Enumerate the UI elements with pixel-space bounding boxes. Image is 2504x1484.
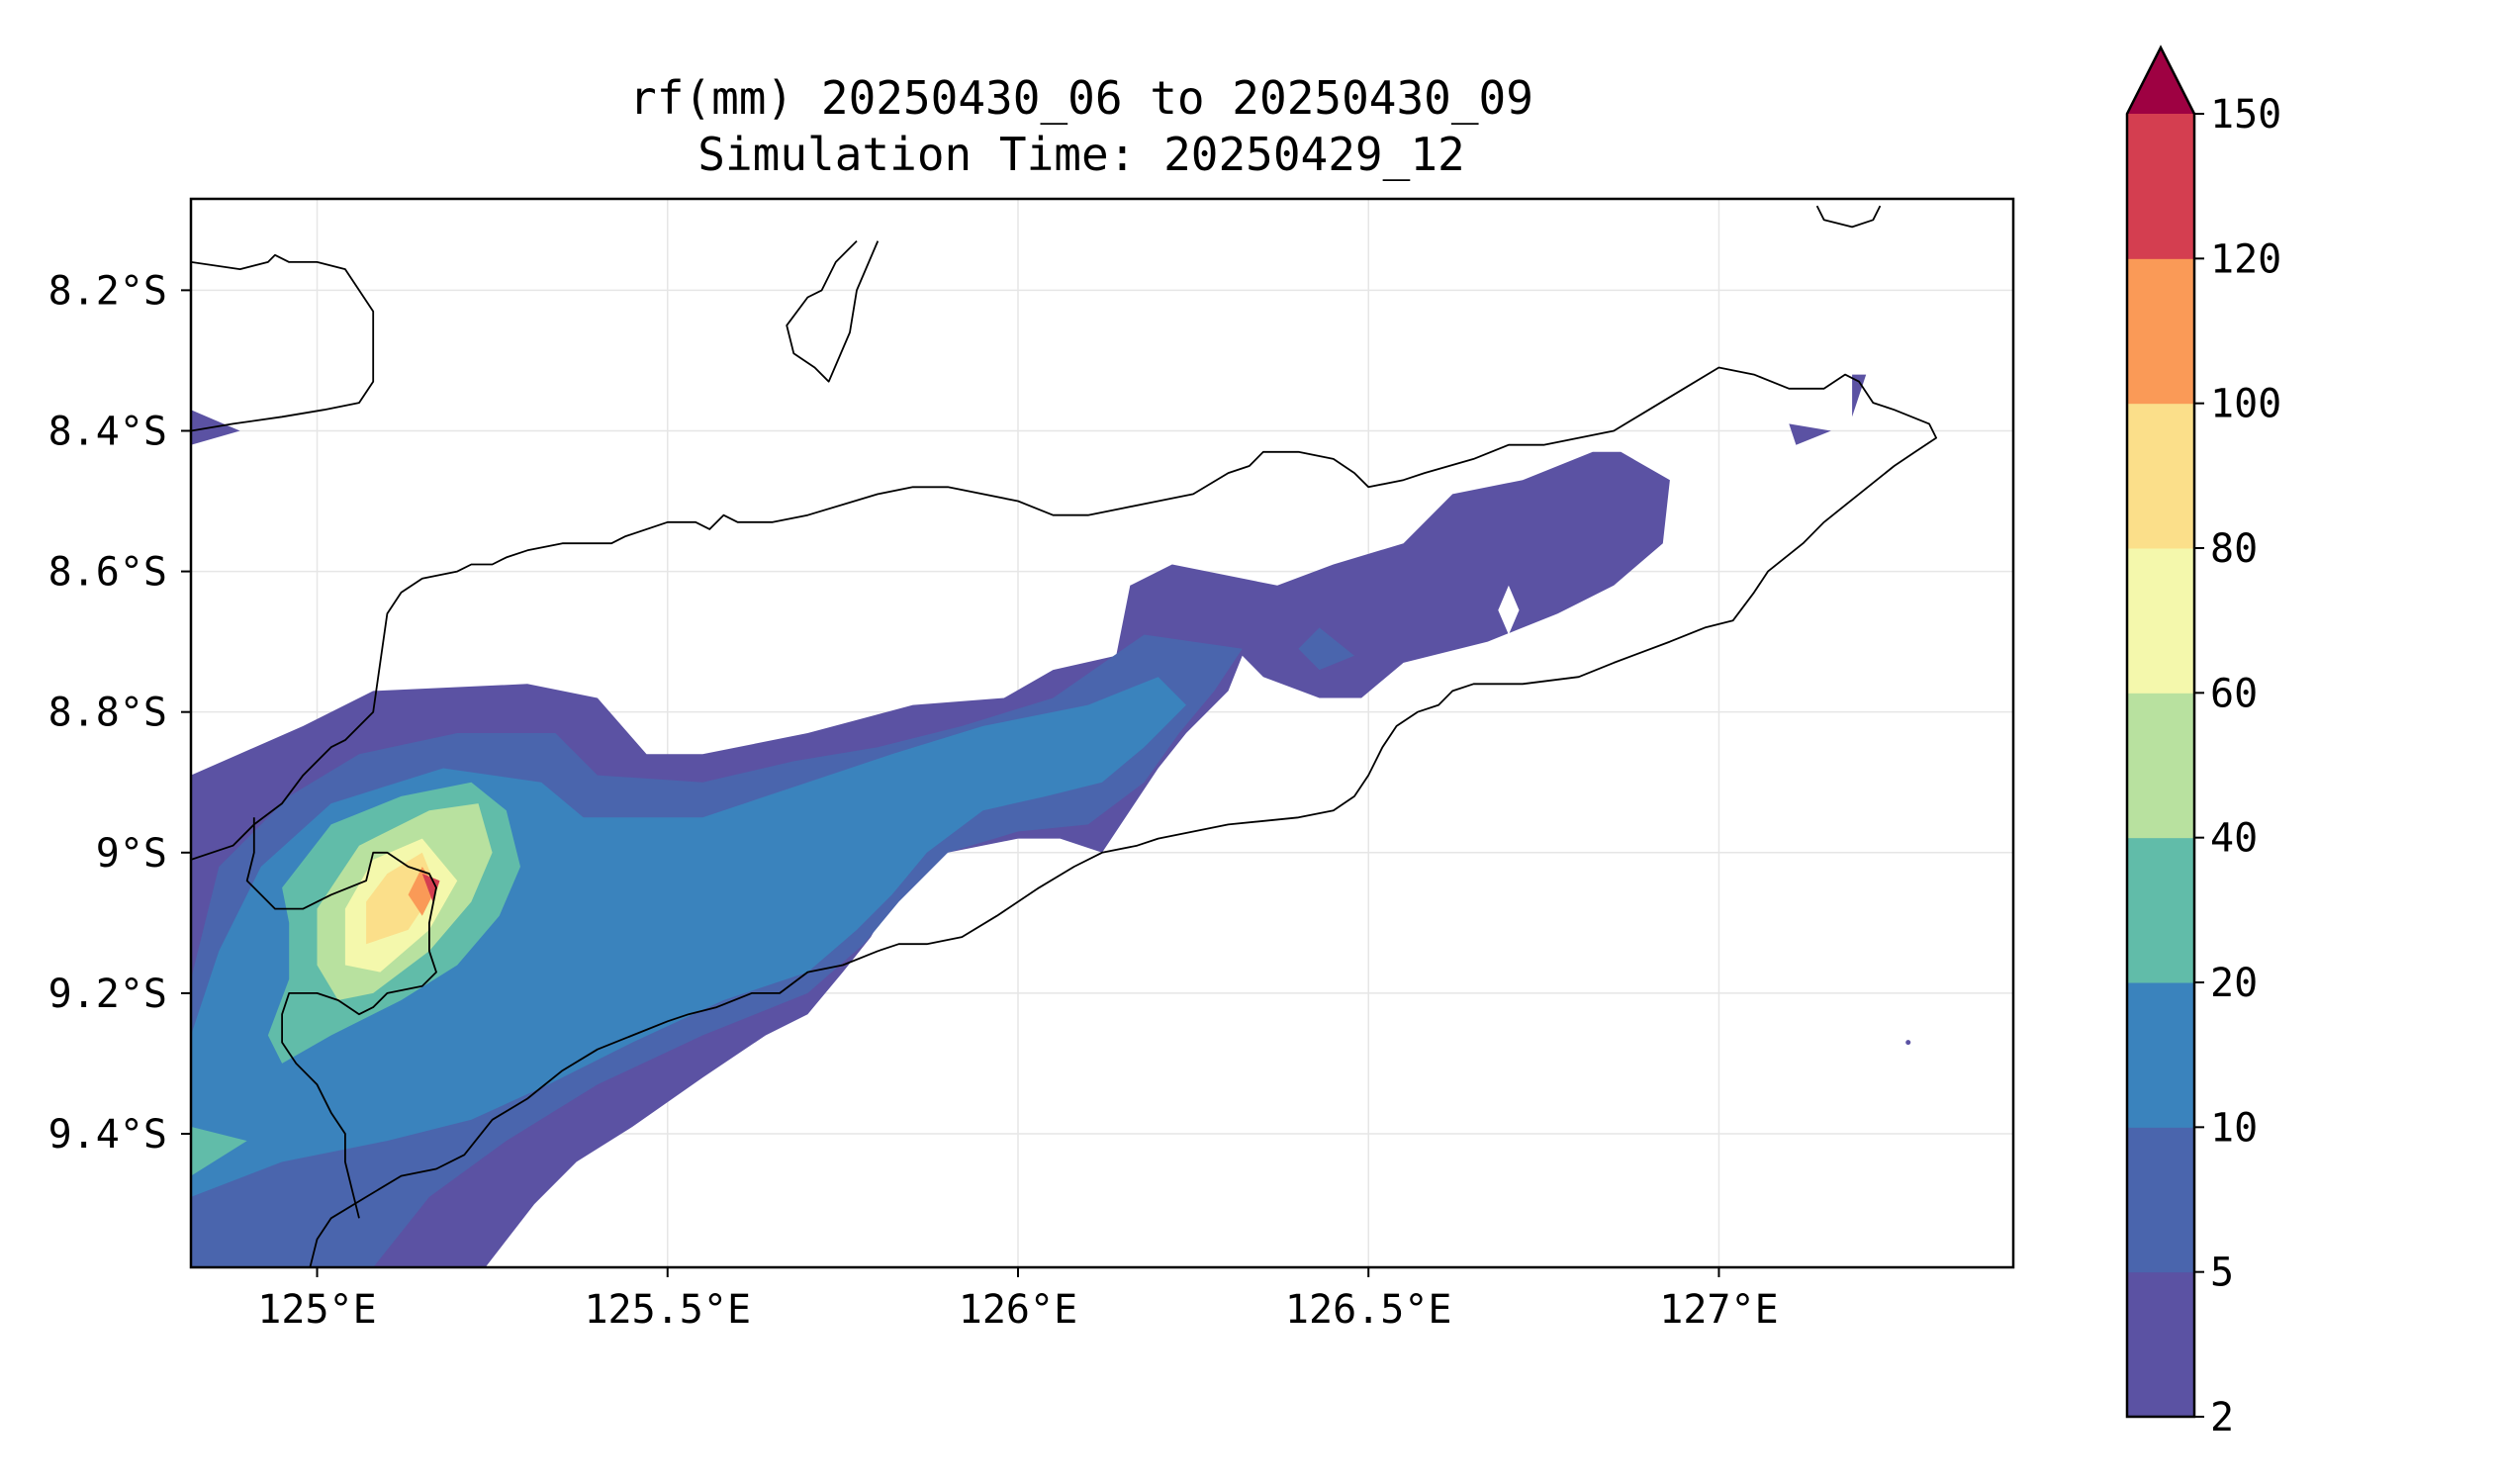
rainfall-speck [1905, 1040, 1911, 1046]
colorbar-tick-label: 60 [2210, 671, 2258, 716]
y-tick-label: 8.4°S [48, 409, 167, 454]
x-tick-label: 125.5°E [584, 1287, 751, 1333]
figure-title: rf(mm) 20250430_06 to 20250430_09 [629, 71, 1533, 125]
latitude-ticks: 8.2°S 8.4°S 8.6°S 8.8°S 9°S 9.2°S 9.4°S [48, 268, 191, 1158]
coastlines [191, 205, 1937, 1267]
colorbar [2125, 45, 2196, 1419]
colorbar-labels: 2 5 10 20 40 60 80 100 120 150 [2194, 92, 2281, 1440]
figure-subtitle: Simulation Time: 20250429_12 [697, 128, 1464, 181]
colorbar-tick-label: 120 [2210, 236, 2281, 282]
rainfall-region-2-5 [1852, 374, 1867, 417]
coastline [191, 253, 375, 432]
coastline [786, 239, 880, 383]
rainfall-region-5-10 [1298, 627, 1354, 671]
colorbar-tick-label: 5 [2210, 1251, 2234, 1296]
colorbar-tick-label: 20 [2210, 961, 2258, 1006]
colorbar-swatch-60 [2127, 548, 2194, 694]
colorbar-tick-label: 10 [2210, 1105, 2258, 1151]
map-frame [189, 197, 2015, 1269]
colorbar-tick-label: 40 [2210, 816, 2258, 862]
y-tick-label: 8.6°S [48, 550, 167, 596]
rainfall-gap [1498, 585, 1520, 635]
y-tick-label: 8.8°S [48, 691, 167, 736]
colorbar-swatch-80 [2127, 403, 2194, 549]
x-tick-label: 125°E [257, 1287, 376, 1333]
colorbar-swatch-2 [2127, 1271, 2194, 1418]
rainfall-contours [191, 374, 1911, 1267]
colorbar-tick-label: 2 [2210, 1395, 2234, 1440]
colorbar-swatch-10 [2127, 982, 2194, 1128]
coastline [191, 366, 1937, 1267]
x-tick-label: 126°E [959, 1287, 1077, 1333]
x-tick-label: 127°E [1659, 1287, 1778, 1333]
y-tick-label: 8.2°S [48, 268, 167, 314]
y-tick-label: 9°S [96, 831, 167, 877]
longitude-ticks: 125°E 125.5°E 126°E 126.5°E 127°E [257, 1267, 1779, 1333]
colorbar-tick-label: 80 [2210, 526, 2258, 572]
x-tick-label: 126.5°E [1285, 1287, 1452, 1333]
rainfall-region-2-5 [1789, 423, 1831, 445]
colorbar-extend-triangle [2127, 47, 2194, 114]
coastline [1815, 205, 1882, 229]
colorbar-tick-label: 100 [2210, 382, 2281, 427]
y-tick-label: 9.2°S [48, 972, 167, 1017]
colorbar-outline [2125, 45, 2196, 1419]
colorbar-swatch-120 [2127, 114, 2194, 259]
rainfall-region-120-150 [421, 874, 440, 902]
colorbar-swatch-100 [2127, 258, 2194, 405]
y-tick-label: 9.4°S [48, 1112, 167, 1158]
colorbar-swatch-40 [2127, 693, 2194, 839]
colorbar-swatch-20 [2127, 837, 2194, 983]
colorbar-tick-label: 150 [2210, 92, 2281, 138]
coastline [245, 817, 437, 1219]
rainfall-region-20-40 [191, 1126, 247, 1176]
colorbar-swatch-5 [2127, 1127, 2194, 1273]
